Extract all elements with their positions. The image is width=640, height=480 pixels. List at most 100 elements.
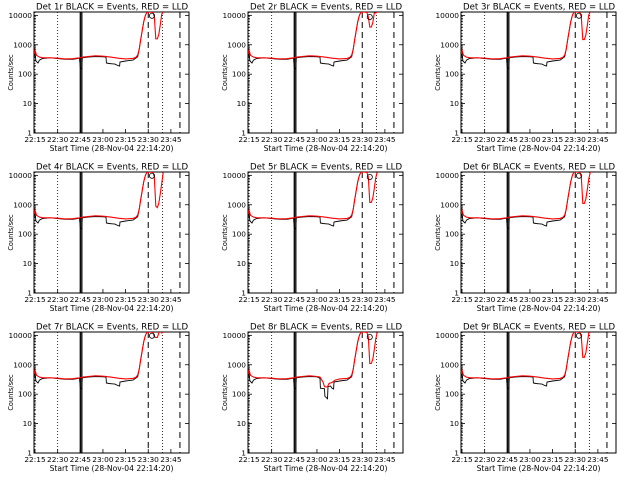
y-tick-label: 10000: [8, 11, 32, 20]
y-tick-label: 1: [27, 449, 32, 458]
detector-panel-4: Det 4r BLACK = Events, RED = LLD 1 10 100 10…: [7, 163, 190, 313]
y-tick-label: 10000: [435, 171, 459, 180]
x-tick-label: 23:00: [92, 135, 114, 144]
y-tick-label: 10: [23, 99, 33, 108]
y-tick-label: 10000: [435, 331, 459, 340]
x-tick-label: 22:15: [238, 135, 260, 144]
y-axis-label: Counts/sec: [434, 54, 442, 91]
x-tick-label: 22:15: [24, 295, 46, 304]
x-tick-label: 22:15: [451, 455, 473, 464]
plot-frame: [33, 331, 190, 454]
x-axis-label: Start Time (28-Nov-04 22:14:20): [477, 304, 601, 313]
y-tick-label: 1000: [440, 200, 459, 209]
y-tick-label: 1: [27, 129, 32, 138]
peak-marker: [576, 12, 583, 19]
y-axis-label: Counts/sec: [434, 214, 442, 251]
y-tick-label: 100: [18, 230, 32, 239]
x-tick-label: 22:45: [284, 455, 306, 464]
x-axis-label: Start Time (28-Nov-04 22:14:20): [477, 144, 601, 153]
detector-panel-1: Det 1r BLACK = Events, RED = LLD 1 10 100 10…: [7, 3, 190, 153]
lld-series-line: [461, 172, 591, 220]
y-tick-label: 10: [450, 99, 460, 108]
y-axis-label: Counts/sec: [221, 214, 229, 251]
y-tick-label: 100: [232, 230, 246, 239]
y-axis-label: Counts/sec: [221, 54, 229, 91]
detector-panel-5: Det 5r BLACK = Events, RED = LLD 1 10 100 10…: [221, 163, 404, 313]
peak-marker: [366, 14, 373, 21]
lld-series-line: [248, 172, 378, 220]
y-tick-label: 1: [241, 449, 246, 458]
x-axis-label: Start Time (28-Nov-04 22:14:20): [50, 144, 174, 153]
y-tick-label: 100: [445, 390, 459, 399]
x-tick-label: 23:15: [329, 295, 351, 304]
panel-title: Det 5r BLACK = Events, RED = LLD: [250, 163, 402, 173]
x-tick-label: 23:30: [565, 455, 587, 464]
y-tick-label: 10: [237, 259, 247, 268]
x-tick-label: 23:00: [519, 455, 541, 464]
plot-frame: [247, 171, 404, 294]
x-tick-label: 23:30: [138, 295, 160, 304]
x-tick-label: 22:15: [238, 455, 260, 464]
panel-title: Det 2r BLACK = Events, RED = LLD: [250, 3, 402, 13]
y-tick-label: 10000: [222, 331, 246, 340]
y-tick-label: 1000: [227, 200, 246, 209]
x-tick-label: 23:15: [115, 295, 137, 304]
y-tick-label: 1000: [13, 360, 32, 369]
y-tick-label: 100: [232, 390, 246, 399]
x-tick-label: 23:30: [352, 455, 374, 464]
y-tick-label: 1000: [13, 200, 32, 209]
panel-title: Det 8r BLACK = Events, RED = LLD: [250, 323, 402, 333]
x-tick-label: 22:45: [497, 295, 519, 304]
x-tick-label: 23:45: [587, 295, 609, 304]
lld-series-line: [248, 12, 378, 60]
x-axis-label: Start Time (28-Nov-04 22:14:20): [477, 464, 601, 473]
plot-frame: [247, 331, 404, 454]
x-tick-label: 23:30: [352, 295, 374, 304]
y-tick-label: 1000: [440, 40, 459, 49]
x-tick-label: 23:45: [374, 135, 396, 144]
plot-frame: [460, 171, 617, 294]
detector-panel-8: Det 8r BLACK = Events, RED = LLD 1 10 100 10…: [221, 323, 404, 473]
peak-marker: [576, 172, 583, 179]
y-tick-label: 10000: [222, 171, 246, 180]
x-tick-label: 22:30: [261, 135, 283, 144]
y-tick-label: 10000: [222, 11, 246, 20]
y-tick-label: 1: [27, 289, 32, 298]
events-series-line: [34, 12, 148, 71]
peak-marker: [366, 174, 373, 181]
x-tick-label: 22:30: [474, 135, 496, 144]
events-series-line: [248, 172, 362, 231]
y-tick-label: 1: [454, 129, 459, 138]
x-tick-label: 23:00: [92, 295, 114, 304]
y-tick-label: 10: [237, 99, 247, 108]
x-tick-label: 22:30: [261, 455, 283, 464]
detector-panel-3: Det 3r BLACK = Events, RED = LLD 1 10 100 10…: [434, 3, 617, 153]
y-tick-label: 1000: [13, 40, 32, 49]
x-tick-label: 23:45: [587, 135, 609, 144]
y-tick-label: 1000: [440, 360, 459, 369]
x-tick-label: 23:45: [374, 455, 396, 464]
x-tick-label: 23:30: [565, 135, 587, 144]
panel-title: Det 4r BLACK = Events, RED = LLD: [36, 163, 188, 173]
lld-series-line: [34, 12, 164, 60]
peak-marker: [149, 12, 156, 19]
events-series-line: [248, 12, 362, 71]
y-tick-label: 100: [445, 230, 459, 239]
peak-marker: [576, 332, 583, 339]
x-tick-label: 22:30: [47, 135, 69, 144]
lld-series-line: [248, 332, 378, 388]
x-tick-label: 22:15: [238, 295, 260, 304]
panel-title: Det 3r BLACK = Events, RED = LLD: [463, 3, 615, 13]
x-axis-label: Start Time (28-Nov-04 22:14:20): [264, 304, 388, 313]
y-tick-label: 1000: [227, 40, 246, 49]
y-tick-label: 10000: [435, 11, 459, 20]
y-axis-label: Counts/sec: [7, 374, 15, 411]
x-tick-label: 23:15: [115, 135, 137, 144]
x-tick-label: 23:45: [160, 295, 182, 304]
events-series-line: [461, 12, 575, 71]
x-axis-label: Start Time (28-Nov-04 22:14:20): [264, 464, 388, 473]
lld-series-line: [461, 332, 591, 380]
y-tick-label: 1: [241, 289, 246, 298]
x-tick-label: 23:00: [306, 295, 328, 304]
